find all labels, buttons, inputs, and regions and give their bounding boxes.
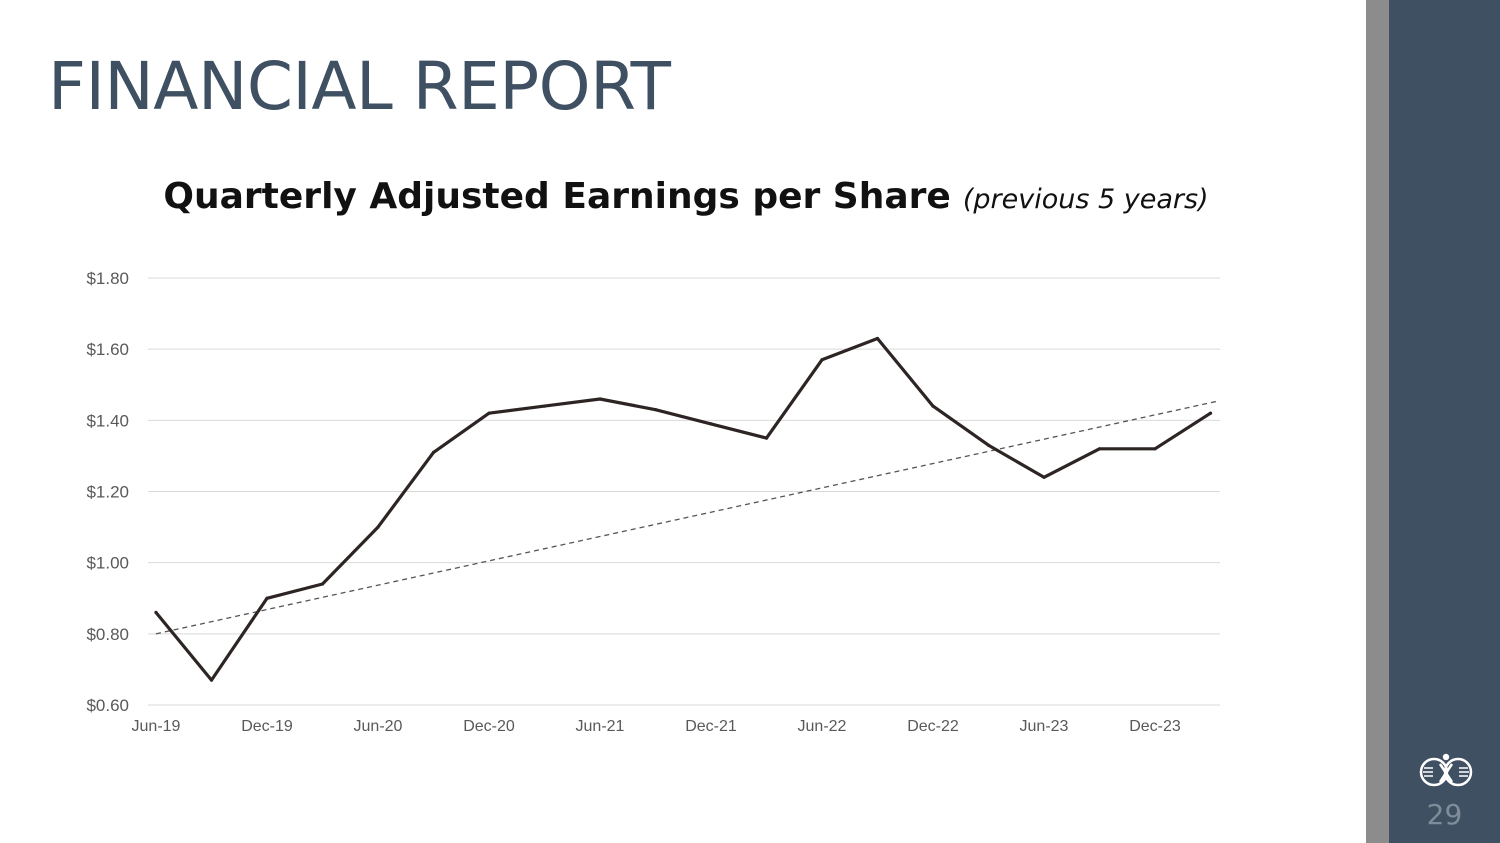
data-point (320, 582, 325, 586)
data-point (154, 610, 158, 615)
x-tick-label: Jun-20 (354, 718, 403, 735)
trendline-layer (155, 400, 1219, 635)
data-point (1042, 475, 1046, 479)
data-point (265, 596, 269, 600)
company-logo-icon (1419, 753, 1473, 787)
eps-series-line (154, 336, 1213, 682)
data-point (598, 397, 602, 401)
gridlines (148, 277, 1220, 706)
y-axis-tick-labels: $0.60 $0.80 $1.00 $1.20 $1.40 $1.60 $1.80 (86, 269, 129, 715)
x-tick-label: Dec-19 (241, 718, 293, 735)
y-tick-label: $1.20 (86, 483, 129, 502)
data-point (487, 411, 491, 415)
y-tick-label: $1.00 (86, 554, 129, 573)
x-axis-tick-labels: Jun-19 Dec-19 Jun-20 Dec-20 Jun-21 Dec-21 Jun-… (132, 718, 1181, 735)
chart-subtitle: (previous 5 years) (962, 184, 1209, 215)
data-point (986, 443, 991, 447)
y-tick-label: $1.60 (86, 340, 129, 359)
eps-line-chart: $0.60 $0.80 $1.00 $1.20 $1.40 $1.60 $1.80 Jun-… (86, 269, 1220, 735)
x-tick-label: Jun-23 (1020, 718, 1069, 735)
data-point (764, 436, 769, 440)
chart-title: Quarterly Adjusted Earnings per Share (163, 176, 951, 217)
trendline (155, 400, 1219, 635)
data-point (820, 358, 824, 362)
page-number: 29 (1426, 798, 1463, 831)
x-tick-label: Dec-20 (463, 718, 515, 735)
data-point (542, 404, 547, 408)
side-strip (1366, 0, 1389, 843)
data-point (653, 408, 658, 412)
x-tick-label: Jun-19 (132, 718, 181, 735)
slide-title: FINANCIAL REPORT (48, 48, 671, 125)
y-tick-label: $0.60 (86, 696, 129, 715)
chart-heading: Quarterly Adjusted Earnings per Share (pr… (0, 176, 1372, 217)
y-tick-label: $1.80 (86, 269, 129, 288)
x-tick-label: Dec-21 (685, 718, 737, 735)
data-point (376, 525, 380, 529)
data-point (1208, 411, 1213, 415)
data-point (209, 678, 214, 682)
series-layer (154, 336, 1213, 682)
data-point (1097, 447, 1102, 451)
x-tick-label: Jun-21 (576, 718, 625, 735)
side-panel (1389, 0, 1500, 843)
data-point (431, 450, 436, 454)
y-tick-label: $0.80 (86, 625, 129, 644)
x-tick-label: Dec-22 (907, 718, 959, 735)
y-tick-label: $1.40 (86, 411, 129, 430)
x-tick-label: Jun-22 (798, 718, 847, 735)
x-tick-label: Dec-23 (1129, 718, 1181, 735)
data-point (709, 422, 713, 426)
data-point (1153, 447, 1157, 451)
data-point (875, 336, 880, 341)
data-point (931, 404, 935, 408)
